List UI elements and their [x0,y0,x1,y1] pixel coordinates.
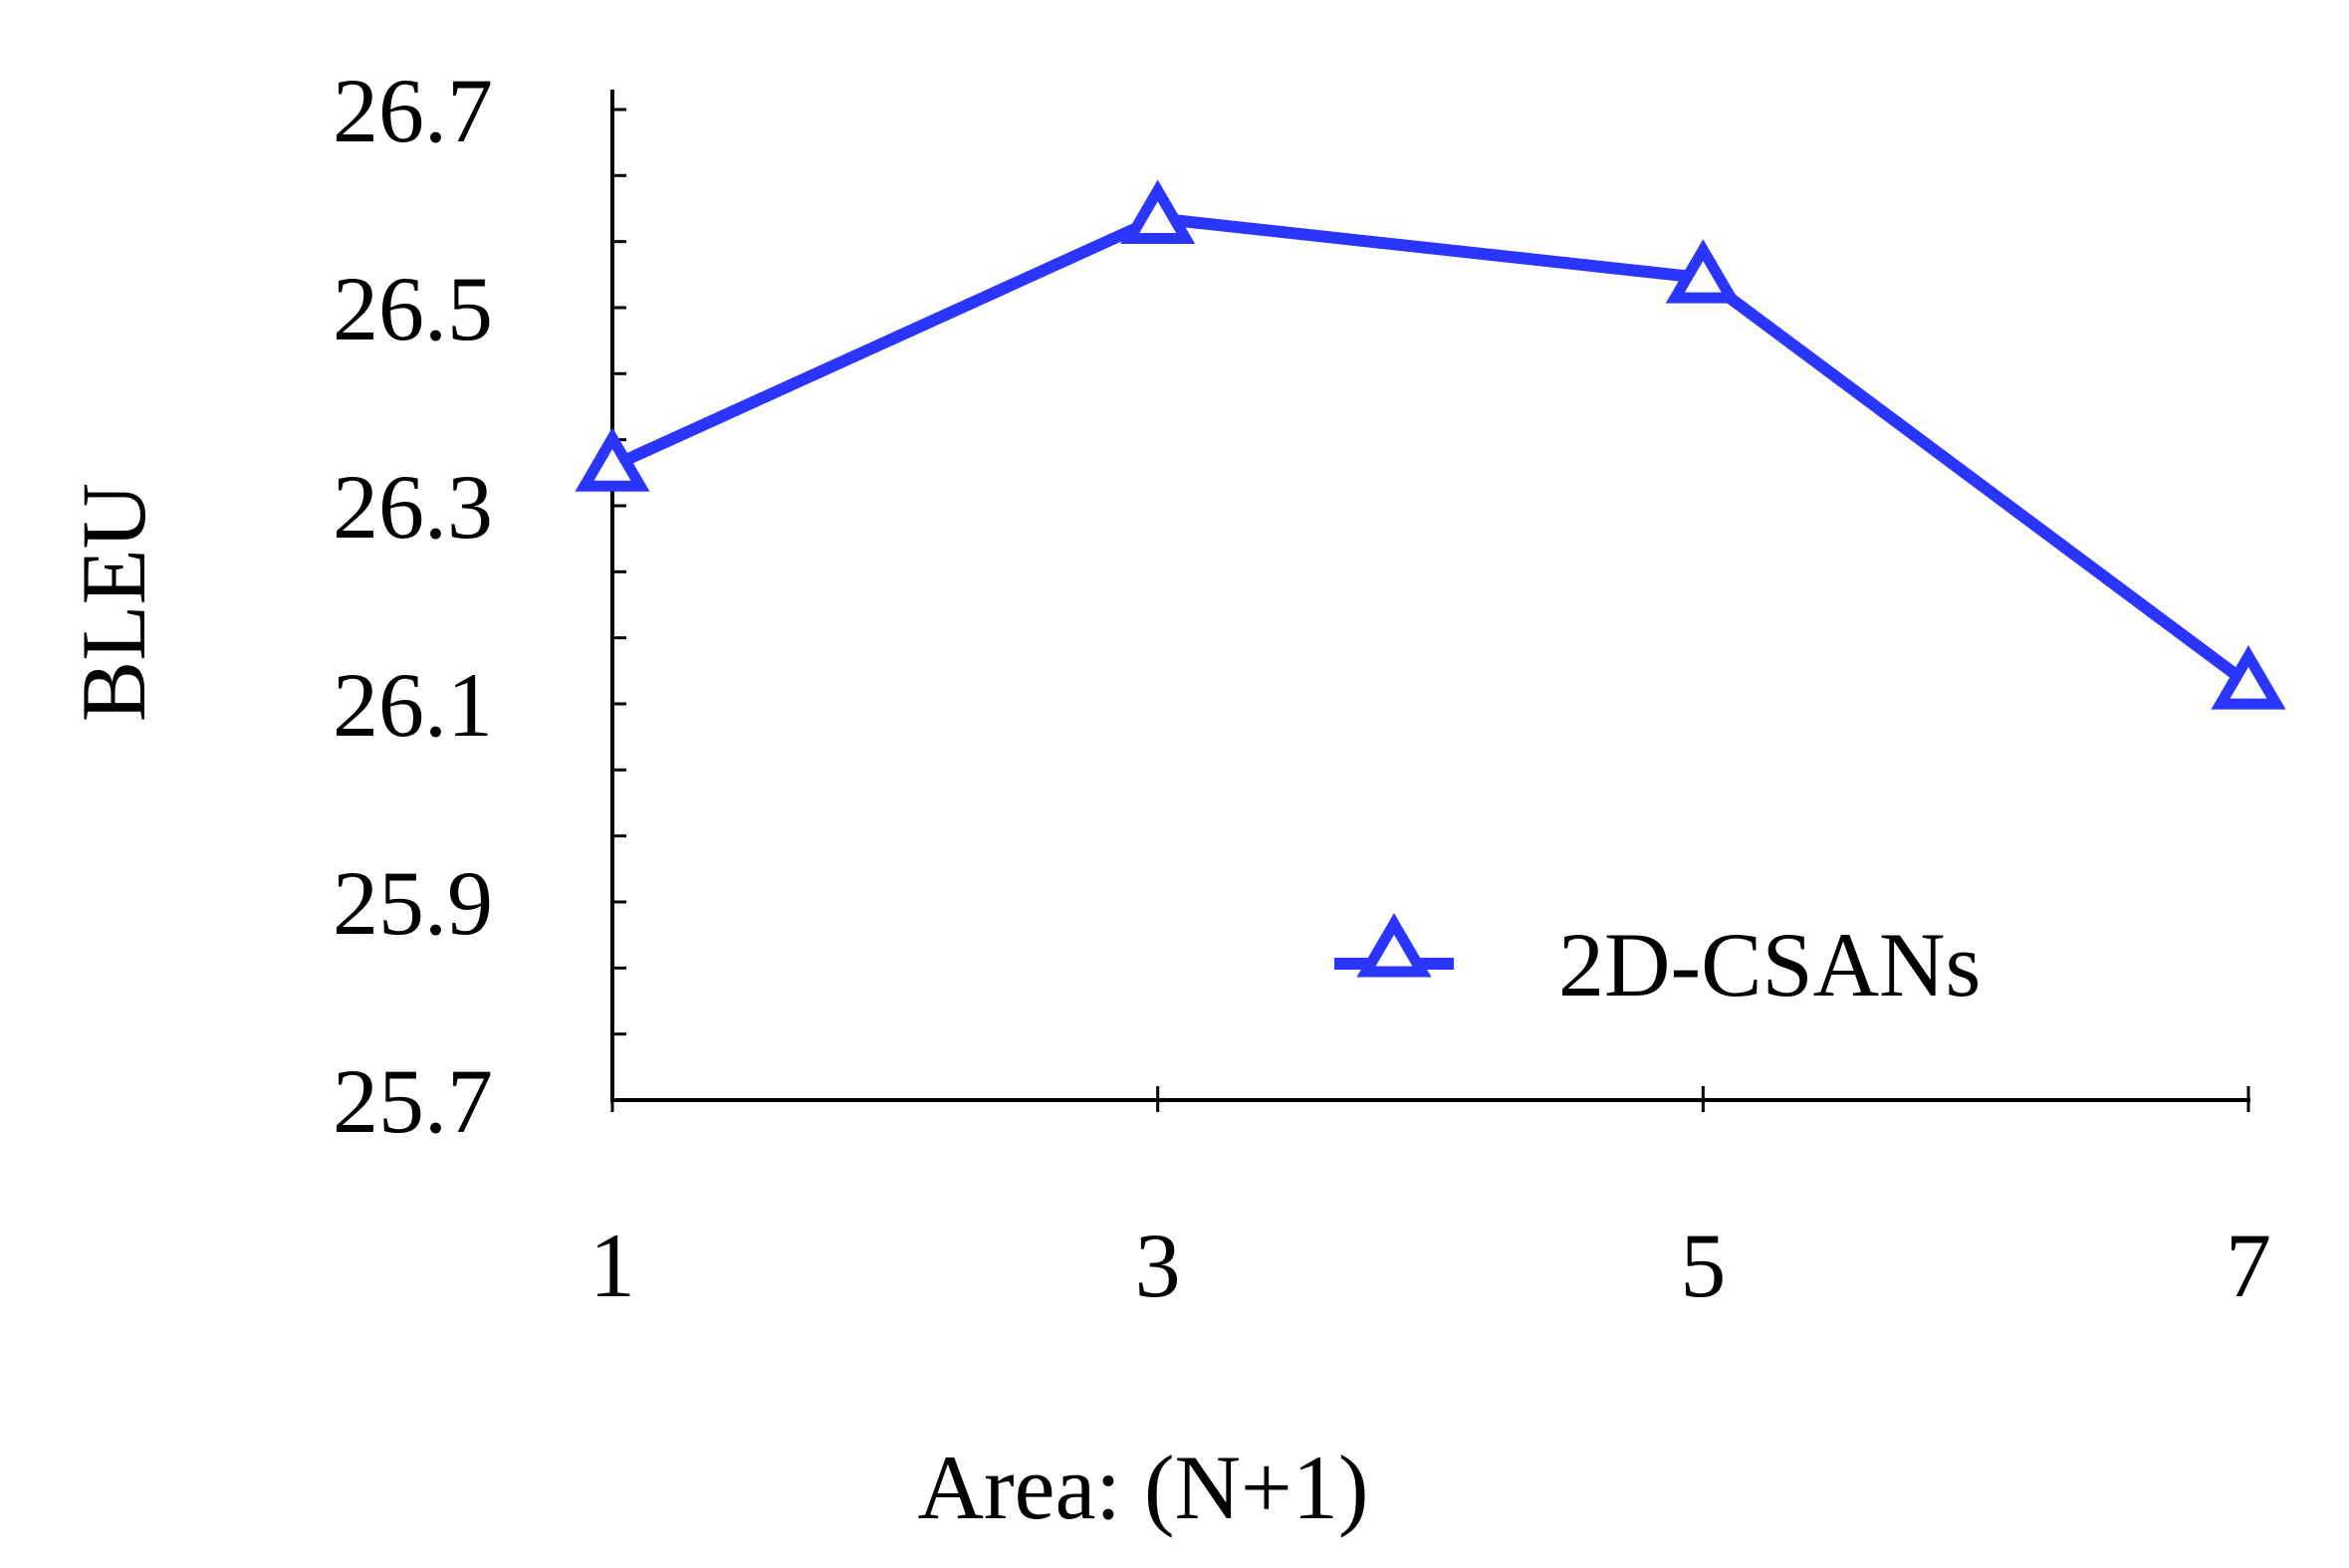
x-ticks: 1 3 5 7 [589,1086,2271,1316]
legend-label: 2D-CSANs [1558,914,1981,1015]
x-tick-label: 3 [1135,1215,1181,1316]
y-tick-label: 25.9 [333,852,493,954]
y-tick-label: 26.7 [333,60,493,161]
x-axis-title: Area: (N+1) [918,1437,1369,1538]
y-tick-label: 26.3 [333,456,493,558]
y-tick-label: 26.1 [333,654,493,756]
y-tick-label: 25.7 [333,1050,493,1152]
y-ticks: 26.7 26.5 26.3 26.1 25.9 25.7 [333,60,626,1152]
y-axis: 26.7 26.5 26.3 26.1 25.9 25.7 [333,60,626,1152]
data-point-marker [1120,179,1196,244]
y-tick-label: 26.5 [333,258,493,359]
y-axis-title: BLEU [63,483,164,722]
data-point-marker [1665,239,1741,304]
series-line [609,212,2252,689]
x-axis: 1 3 5 7 [589,1086,2271,1316]
legend: 2D-CSANs [1334,913,1981,1015]
data-point-marker [2211,645,2286,710]
x-tick-label: 5 [1680,1215,1726,1316]
data-point-marker [575,427,650,492]
legend-marker [1356,913,1432,978]
x-tick-label: 7 [2226,1215,2271,1316]
series-layer [575,179,2286,710]
x-tick-label: 1 [589,1215,635,1316]
